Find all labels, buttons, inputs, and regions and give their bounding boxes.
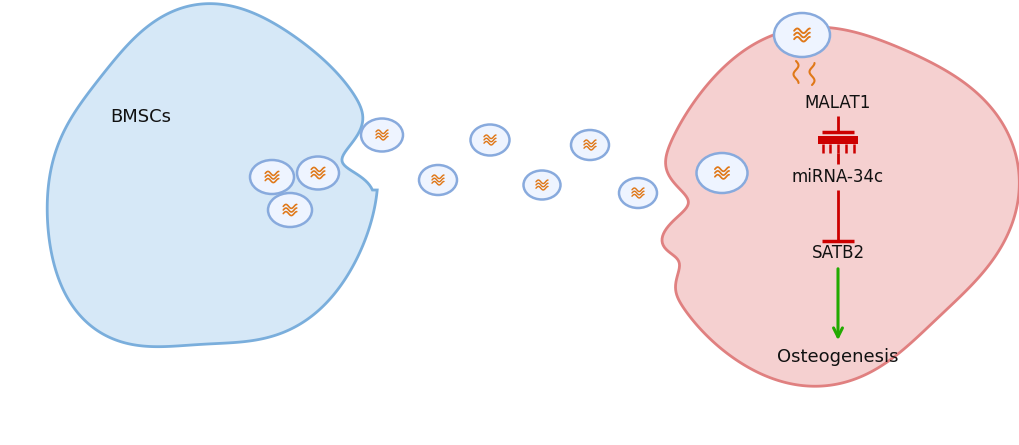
Ellipse shape <box>268 193 312 227</box>
Ellipse shape <box>419 165 457 195</box>
Ellipse shape <box>297 157 338 190</box>
Text: MALAT1: MALAT1 <box>804 94 870 112</box>
Text: miRNA-34c: miRNA-34c <box>791 168 883 186</box>
Ellipse shape <box>470 125 510 155</box>
Polygon shape <box>47 4 377 347</box>
Text: Osteogenesis: Osteogenesis <box>776 348 898 366</box>
Ellipse shape <box>571 130 608 160</box>
Polygon shape <box>661 27 1018 386</box>
Ellipse shape <box>773 13 829 57</box>
Ellipse shape <box>696 153 747 193</box>
Ellipse shape <box>250 160 293 194</box>
Ellipse shape <box>619 178 656 208</box>
Ellipse shape <box>523 170 560 199</box>
Bar <box>817 136 857 144</box>
Ellipse shape <box>361 118 403 151</box>
Text: SATB2: SATB2 <box>811 244 864 262</box>
Text: BMSCs: BMSCs <box>110 108 171 126</box>
